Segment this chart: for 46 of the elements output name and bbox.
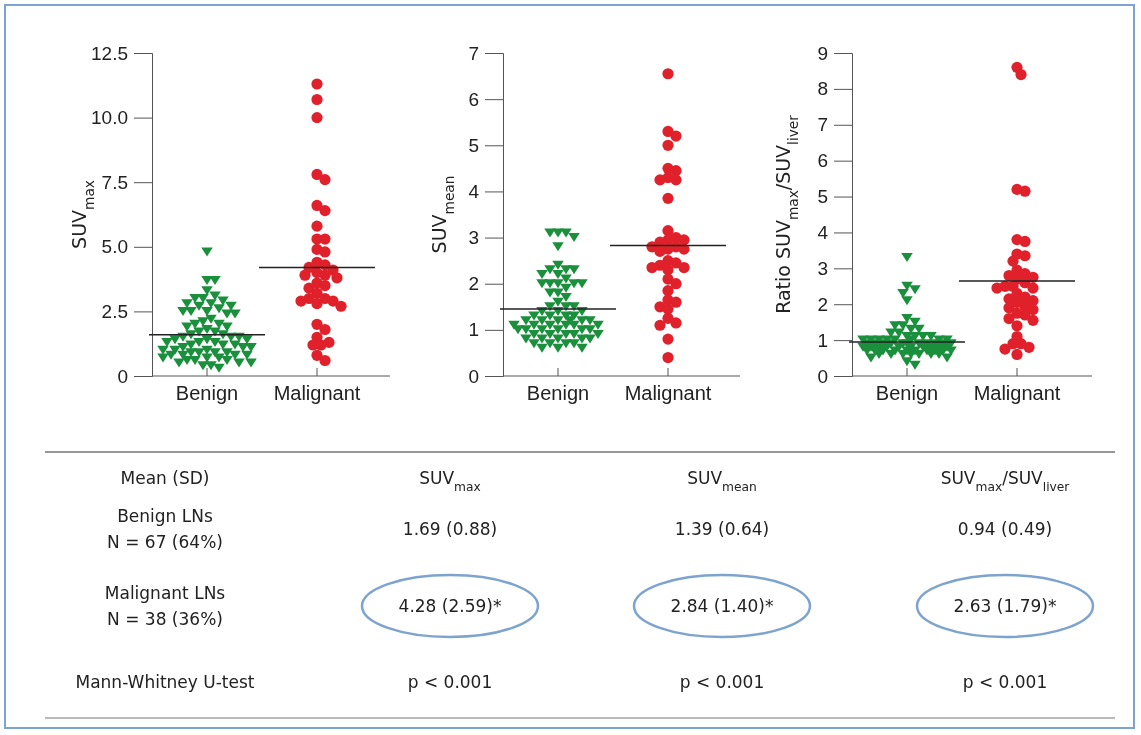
y-tick-label: 2 — [817, 293, 828, 315]
y-tick-label: 7 — [817, 114, 828, 136]
text: 4.28 (2.59)* — [398, 596, 502, 616]
y-tick-label: 3 — [817, 257, 828, 279]
y-tick-label: 1 — [468, 319, 479, 341]
y-tick-label: 6 — [468, 88, 479, 110]
text: Malignant LNs N = 38 (36%) — [104, 583, 226, 629]
y-tick-label: 10.0 — [91, 107, 128, 129]
x-tick-label: Malignant — [973, 382, 1061, 405]
y-tick-label: 0 — [117, 365, 128, 387]
text: Mann-Whitney U-test — [75, 672, 255, 692]
text: 1.69 (0.88) — [402, 519, 498, 539]
text: 2.63 (1.79)* — [953, 596, 1057, 616]
text: p < 0.001 — [962, 672, 1048, 692]
category-label: SUV$_{max}$/SUV$_{liver}$ — [940, 468, 1071, 494]
text: 2.84 (1.40)* — [670, 596, 774, 616]
y-tick-label: 4 — [468, 181, 480, 203]
y-tick-label: 3 — [468, 227, 479, 249]
text: Benign LNs N = 67 (64%) — [107, 506, 223, 552]
y-tick-label: 8 — [817, 78, 828, 100]
y-tick-label: 2 — [468, 273, 479, 295]
y-tick-label: 7.5 — [101, 171, 128, 193]
y-tick-label: 0 — [468, 365, 479, 387]
y-tick-label: 5 — [468, 134, 479, 156]
y-tick-label: 2.5 — [101, 300, 128, 322]
y-tick-label: 5 — [817, 186, 828, 208]
category-label: SUV$_{max}$ — [419, 468, 481, 494]
x-tick-label: Malignant — [624, 382, 712, 405]
y-tick-label: 12.5 — [91, 42, 128, 64]
y-tick-label: 7 — [468, 42, 479, 64]
text: p < 0.001 — [679, 672, 765, 692]
x-tick-label: Malignant — [273, 382, 361, 405]
x-tick-label: Benign — [875, 382, 939, 405]
y-tick-label: 6 — [817, 150, 828, 172]
text: 1.39 (0.64) — [674, 519, 770, 539]
category-label: Mean (SD) — [120, 468, 210, 488]
x-tick-label: Benign — [175, 382, 239, 405]
y-tick-label: 1 — [817, 329, 828, 351]
text: 0.94 (0.49) — [957, 519, 1053, 539]
y-tick-label: 5.0 — [101, 236, 128, 258]
category-label: SUV$_{mean}$ — [687, 468, 757, 494]
y-tick-label: 0 — [817, 365, 828, 387]
text: p < 0.001 — [407, 672, 493, 692]
y-tick-label: 9 — [817, 42, 828, 64]
x-tick-label: Benign — [526, 382, 590, 405]
y-tick-label: 4 — [817, 222, 829, 244]
